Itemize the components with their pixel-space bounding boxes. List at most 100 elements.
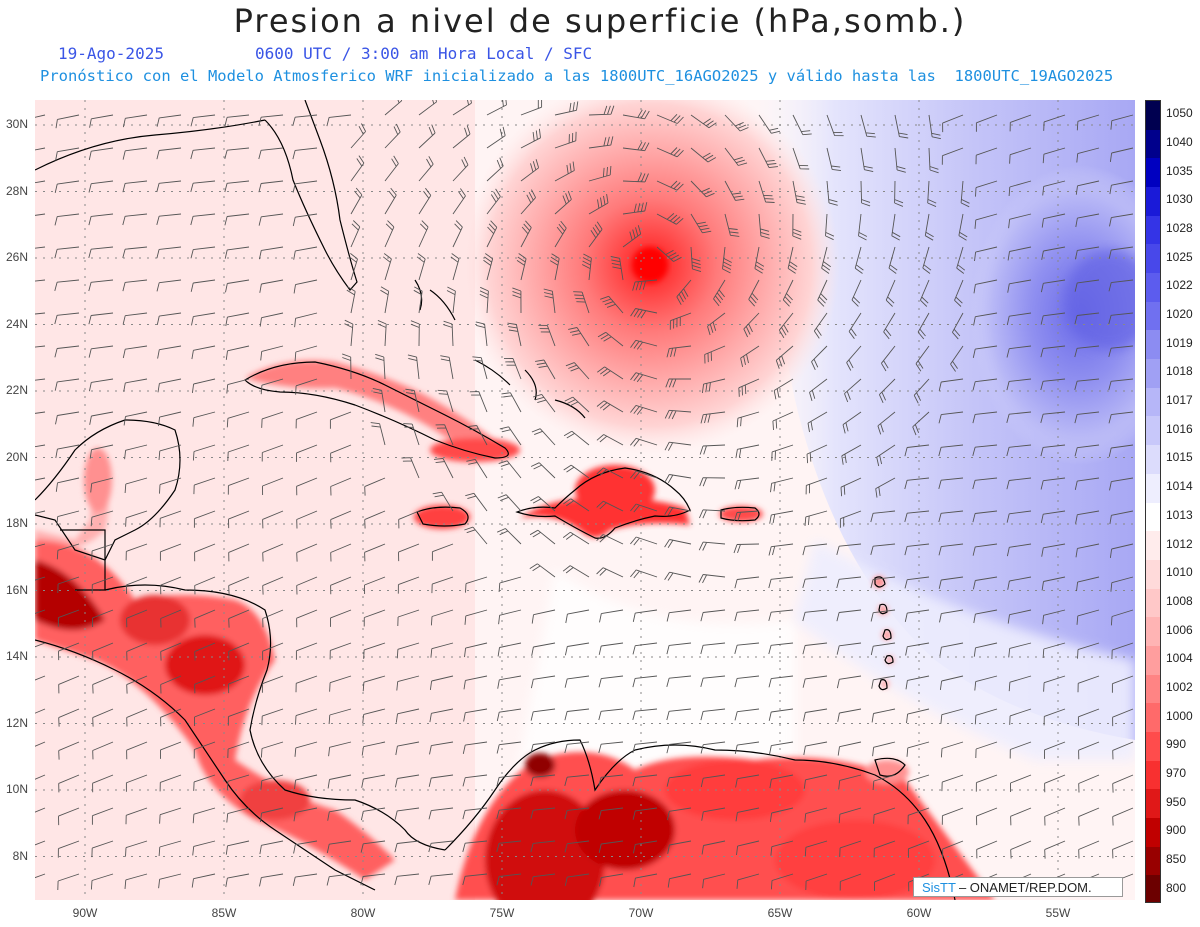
- wind-barb: [296, 576, 318, 595]
- wind-barb: [58, 642, 80, 661]
- wind-barb: [464, 609, 488, 625]
- wind-barb: [973, 312, 998, 326]
- wind-barb: [462, 741, 488, 754]
- wind-barb: [1044, 840, 1066, 859]
- wind-barb: [839, 840, 862, 857]
- wind-barb: [463, 675, 488, 690]
- wind-barb: [56, 543, 80, 560]
- wind-barb: [194, 642, 216, 661]
- colorbar-segment: [1146, 244, 1160, 275]
- wind-barb: [941, 807, 964, 825]
- lon-label: 90W: [72, 906, 98, 920]
- wind-barb: [410, 320, 420, 347]
- wind-barb: [225, 279, 250, 293]
- wind-barb: [122, 345, 148, 359]
- wind-barb: [92, 774, 114, 793]
- wind-barb: [804, 807, 828, 823]
- wind-barb: [664, 539, 692, 549]
- wind-barb: [370, 422, 386, 446]
- wind-barb: [35, 213, 46, 216]
- colorbar-label: 1050: [1166, 106, 1193, 121]
- wind-barb: [380, 286, 390, 314]
- wind-barb: [296, 444, 318, 462]
- wind-barb: [622, 225, 642, 248]
- wind-barb: [807, 411, 828, 433]
- wind-barb: [530, 840, 556, 853]
- wind-barb: [1109, 213, 1134, 227]
- wind-barb: [296, 543, 318, 562]
- wind-barb: [92, 675, 114, 694]
- wind-barb: [817, 279, 828, 307]
- wind-barb: [632, 741, 658, 754]
- wind-barb: [700, 609, 726, 622]
- wind-barb: [396, 642, 420, 659]
- wind-barb: [973, 642, 998, 657]
- colorbar-label: 1012: [1166, 536, 1193, 551]
- wind-barb: [35, 642, 46, 648]
- wind-barb: [736, 840, 760, 856]
- wind-barb: [497, 642, 522, 657]
- wind-barb: [125, 543, 148, 561]
- wind-barb: [156, 147, 182, 160]
- wind-barb: [446, 286, 456, 314]
- wind-barb: [841, 444, 862, 465]
- wind-barb: [704, 345, 726, 364]
- wind-barb: [596, 534, 624, 545]
- wind-barb: [1075, 180, 1100, 195]
- wind-barb: [1108, 279, 1134, 292]
- wind-barb: [191, 873, 216, 888]
- wind-barb: [156, 114, 182, 127]
- wind-barb: [486, 188, 501, 215]
- wind-barb: [871, 675, 896, 689]
- wind-barb: [538, 324, 556, 347]
- wind-barb: [554, 131, 577, 149]
- wind-barb: [1109, 510, 1134, 525]
- wind-barb: [952, 312, 964, 340]
- wind-barb: [58, 774, 80, 793]
- wind-barb: [656, 213, 684, 225]
- wind-barb: [1109, 543, 1134, 558]
- wind-barb: [35, 741, 46, 747]
- colorbar-label: 1018: [1166, 364, 1193, 379]
- wind-barb: [633, 873, 658, 888]
- wind-barb: [55, 114, 80, 129]
- wind-barb: [664, 571, 692, 581]
- wind-barb: [363, 642, 386, 659]
- wind-barb: [364, 543, 386, 562]
- wind-barb: [664, 506, 692, 516]
- trinidad-coast: [874, 757, 906, 777]
- wind-barb: [462, 840, 488, 853]
- wind-barb: [35, 609, 46, 614]
- wind-barb: [361, 774, 386, 788]
- wind-barb: [1043, 675, 1066, 692]
- wind-barb: [228, 609, 250, 628]
- wind-barb: [906, 741, 930, 757]
- wind-barb: [428, 840, 454, 853]
- colorbar-segment: [1146, 502, 1160, 533]
- wind-barb: [769, 774, 794, 789]
- wind-barb: [1008, 675, 1032, 692]
- wind-barb: [384, 155, 399, 182]
- wind-barb: [58, 741, 80, 760]
- wind-barb: [872, 741, 896, 757]
- wind-barb: [364, 510, 386, 529]
- wind-barb: [734, 708, 760, 721]
- wind-barb: [972, 543, 998, 556]
- wind-barb: [35, 279, 46, 282]
- colorbar-segment: [1146, 445, 1160, 475]
- wind-barb: [452, 188, 466, 215]
- wind-barb: [630, 470, 658, 480]
- wind-barb: [1111, 642, 1134, 660]
- colorbar-label: 1013: [1166, 507, 1193, 522]
- wind-barb: [295, 642, 318, 660]
- wind-barb: [418, 156, 434, 182]
- wind-barb: [698, 541, 726, 551]
- wind-barb: [429, 675, 454, 690]
- wind-barb: [294, 312, 318, 328]
- wind-barb: [1076, 114, 1100, 131]
- wind-barb: [942, 114, 964, 133]
- wind-barb: [1075, 213, 1100, 228]
- wind-barb: [690, 147, 717, 163]
- wind-barb: [292, 147, 318, 160]
- wind-barb: [588, 165, 612, 182]
